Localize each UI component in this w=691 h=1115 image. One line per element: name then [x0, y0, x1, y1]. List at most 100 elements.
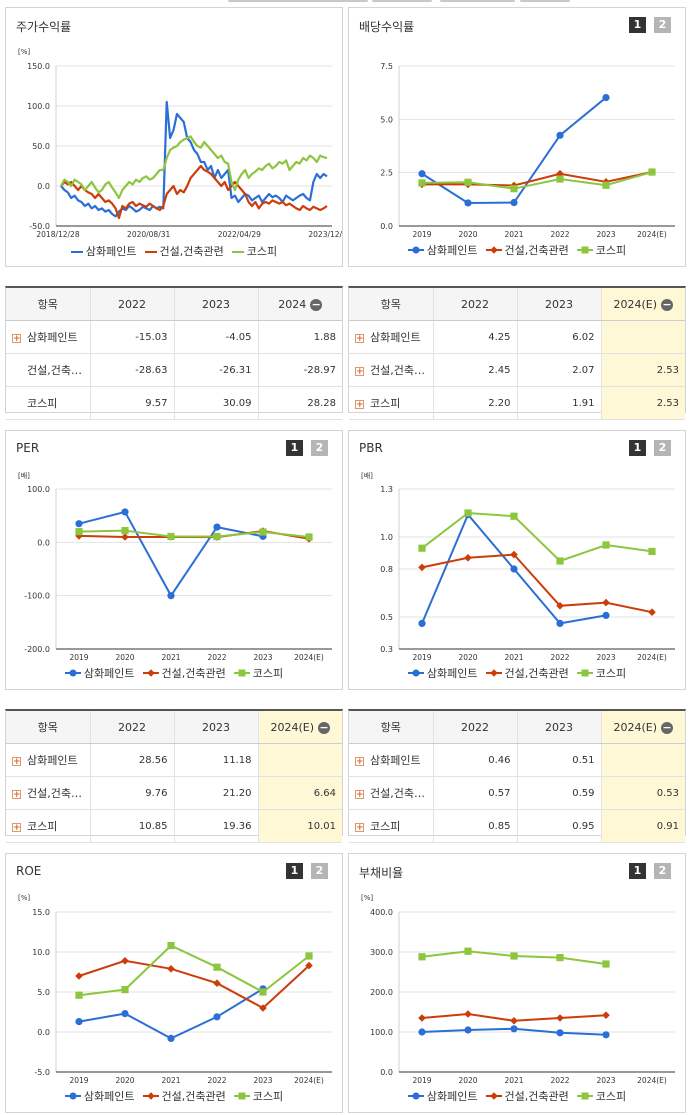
chart-title: 부채비율 — [359, 866, 404, 880]
chart-title: PBR — [359, 441, 383, 455]
expand-icon[interactable]: + — [12, 333, 21, 344]
expand-icon[interactable]: + — [355, 756, 364, 767]
header-year: 2023 — [173, 711, 258, 744]
table-cell: 0.91 — [600, 809, 685, 843]
header-year: 2024(E) − — [600, 711, 685, 744]
x-tick-label: 2019 — [69, 653, 88, 662]
table-cell: 28.56 — [89, 743, 174, 777]
unit-label: [%] — [18, 48, 31, 56]
header-label: 2023 — [202, 297, 230, 311]
data-point — [418, 179, 426, 187]
expand-icon[interactable]: + — [355, 366, 364, 377]
pager-button-2[interactable]: 2 — [654, 440, 671, 456]
pager-button-1[interactable]: 1 — [286, 440, 303, 456]
header-label: 항목 — [37, 298, 58, 311]
table-row: + 건설,건축… 2.45 2.07 2.53 — [349, 353, 685, 387]
y-tick-label: 5.0 — [380, 115, 393, 124]
legend-marker-icon — [64, 1091, 81, 1104]
data-point — [464, 947, 472, 955]
chart-title: ROE — [16, 864, 42, 878]
collapse-icon[interactable]: − — [661, 720, 674, 734]
pager-button-1[interactable]: 1 — [286, 863, 303, 879]
expand-icon[interactable]: + — [355, 399, 364, 410]
table-cell — [257, 743, 342, 777]
data-point — [510, 1025, 518, 1033]
legend-marker-icon — [407, 668, 424, 681]
collapse-icon[interactable]: − — [318, 720, 331, 734]
data-point — [418, 619, 426, 627]
data-point — [121, 986, 129, 994]
legend-marker-icon — [576, 245, 593, 258]
header-label: 2024 — [278, 297, 307, 311]
legend-label: 건설,건축관련 — [504, 244, 569, 257]
row-label: + 삼화페인트 — [349, 320, 433, 354]
data-point — [602, 541, 610, 549]
row-label: + 코스피 — [349, 386, 433, 420]
collapse-icon[interactable]: − — [310, 297, 323, 311]
x-tick-label: 2019 — [412, 653, 431, 662]
header-label: 2022 — [461, 297, 489, 311]
header-label: 2022 — [461, 720, 489, 734]
table-cell: -28.63 — [89, 353, 174, 387]
series-line-3 — [421, 171, 653, 190]
expand-icon[interactable]: + — [12, 822, 21, 833]
y-tick-label: 0.0 — [37, 538, 50, 547]
y-tick-label: 0.0 — [37, 182, 50, 191]
pager-button-2[interactable]: 2 — [654, 17, 671, 33]
table-row: + 건설,건축… 9.76 21.20 6.64 — [6, 776, 342, 810]
pager-button-1[interactable]: 1 — [629, 440, 646, 456]
data-point — [418, 544, 426, 552]
series-line-3 — [78, 944, 310, 997]
x-tick-label: 2024(E) — [294, 653, 324, 662]
legend-item: 코스피 — [576, 242, 626, 258]
row-label: 코스피 — [6, 386, 90, 420]
table-cell: 2.07 — [516, 353, 601, 387]
x-tick-label: 2019 — [412, 1076, 431, 1085]
pager-button-1[interactable]: 1 — [629, 863, 646, 879]
header-year: 2022 — [89, 288, 174, 321]
header-label: 2023 — [202, 720, 230, 734]
data-point — [121, 508, 129, 516]
table-cell: 2.53 — [600, 353, 685, 387]
table-cell: 2.53 — [600, 386, 685, 420]
chart-title: 배당수익률 — [359, 20, 415, 34]
expand-icon[interactable]: + — [12, 756, 21, 767]
legend-marker-icon — [485, 245, 502, 258]
expand-icon[interactable]: + — [355, 789, 364, 800]
pager-button-1[interactable]: 1 — [629, 17, 646, 33]
x-tick-label: 2022 — [550, 230, 569, 239]
pager-button-2[interactable]: 2 — [311, 440, 328, 456]
series-line-1 — [60, 100, 328, 218]
data-point — [121, 533, 129, 541]
data-point — [259, 988, 267, 996]
table-cell: 6.02 — [516, 320, 601, 354]
row-label: + 코스피 — [6, 809, 90, 843]
y-tick-label: 0.0 — [37, 1028, 50, 1037]
chart-plot: 1.3 1.0 0.8 0.5 0.3 2019 2020 2021 2022 2023 2024(… — [380, 485, 675, 662]
data-point — [510, 512, 518, 520]
data-point — [75, 1018, 83, 1026]
legend-item: 건설,건축관련 — [485, 1088, 569, 1104]
chart-legend: 삼화페인트 건설,건축관련 코스피 — [6, 243, 342, 259]
row-label: + 건설,건축… — [6, 776, 90, 810]
legend-marker-icon — [576, 668, 593, 681]
expand-icon[interactable]: + — [355, 822, 364, 833]
y-tick-label: 200.0 — [370, 988, 393, 997]
header-item: 항목 — [6, 288, 90, 321]
x-tick-label: 2019 — [69, 1076, 88, 1085]
header-label: 2022 — [118, 720, 146, 734]
header-label: 2024(E) — [613, 720, 658, 734]
data-point — [510, 565, 518, 573]
expand-icon[interactable]: + — [12, 789, 21, 800]
pager-button-2[interactable]: 2 — [311, 863, 328, 879]
table-cell: 4.25 — [432, 320, 517, 354]
data-point — [167, 965, 175, 973]
data-point — [510, 185, 518, 193]
x-tick-label: 2021 — [161, 1076, 180, 1085]
table-row: + 코스피 2.20 1.91 2.53 — [349, 386, 685, 420]
legend-item: 코스피 — [231, 243, 277, 259]
collapse-icon[interactable]: − — [661, 297, 674, 311]
legend-item: 삼화페인트 — [407, 665, 478, 681]
expand-icon[interactable]: + — [355, 333, 364, 344]
pager-button-2[interactable]: 2 — [654, 863, 671, 879]
